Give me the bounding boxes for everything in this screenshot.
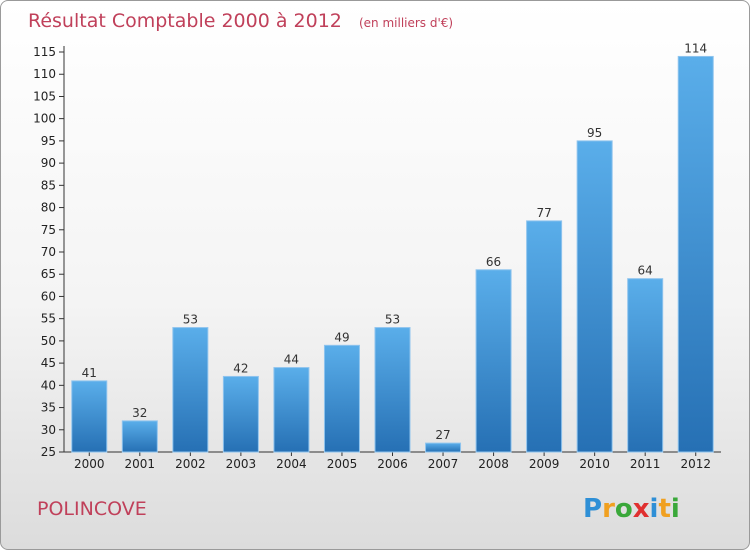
x-tick-label: 2003 (226, 457, 257, 471)
y-tick-label: 35 (41, 401, 56, 415)
y-tick-label: 45 (41, 356, 56, 370)
y-tick-label: 115 (33, 45, 56, 59)
x-tick-label: 2000 (74, 457, 105, 471)
y-tick-label: 105 (33, 89, 56, 103)
x-tick-label: 2002 (175, 457, 206, 471)
bar-value-label: 27 (435, 428, 450, 442)
proxiti-logo: Proxiti (583, 494, 680, 524)
bar-value-label: 42 (233, 361, 248, 375)
bar (222, 375, 259, 453)
y-tick-label: 40 (41, 378, 56, 392)
y-tick-label: 90 (41, 156, 56, 170)
y-tick-label: 110 (33, 67, 56, 81)
x-tick-label: 2005 (327, 457, 358, 471)
chart-title-sub: (en milliers d'€) (359, 16, 453, 30)
x-tick-label: 2006 (377, 457, 408, 471)
bar-value-label: 64 (638, 264, 653, 278)
x-tick-label: 2012 (680, 457, 711, 471)
logo-letter: i (650, 494, 659, 524)
bar (273, 367, 310, 453)
bar (71, 380, 108, 453)
bar (475, 269, 512, 453)
bar-value-label: 41 (82, 366, 97, 380)
bar (323, 344, 360, 453)
y-tick-label: 50 (41, 334, 56, 348)
axes: 25 30 35 40 45 50 55 60 65 70 75 80 85 90 95 100 105 110 1… (33, 45, 721, 471)
bar (677, 55, 714, 453)
bar-value-label: 53 (385, 313, 400, 327)
bar (576, 140, 613, 453)
x-tick-label: 2011 (630, 457, 661, 471)
x-tick-label: 2001 (125, 457, 156, 471)
x-tick-label: 2009 (529, 457, 560, 471)
x-tick-label: 2004 (276, 457, 307, 471)
y-tick-label: 65 (41, 267, 56, 281)
y-tick-label: 85 (41, 178, 56, 192)
y-tick-label: 55 (41, 312, 56, 326)
bar-value-label: 114 (684, 41, 707, 55)
bar-value-label: 44 (284, 353, 299, 367)
commune-name: POLINCOVE (37, 498, 147, 520)
y-tick-label: 70 (41, 245, 56, 259)
y-tick-label: 75 (41, 223, 56, 237)
bar-value-label: 32 (132, 406, 147, 420)
x-tick-label: 2010 (579, 457, 610, 471)
bar (374, 327, 411, 453)
x-tick-label: 2008 (478, 457, 509, 471)
logo-letter: t (658, 494, 670, 524)
logo-letter: i (671, 494, 680, 524)
bar-value-label: 49 (334, 330, 349, 344)
chart-title-main: Résultat Comptable 2000 à 2012 (28, 10, 342, 32)
logo-letter: o (615, 494, 633, 524)
y-tick-label: 95 (41, 134, 56, 148)
y-tick-label: 30 (41, 423, 56, 437)
bar-value-label: 66 (486, 255, 501, 269)
x-tick-label: 2007 (428, 457, 459, 471)
bar (627, 278, 664, 453)
bar (121, 420, 158, 453)
logo-letter: x (633, 494, 650, 524)
logo-letter: P (583, 494, 602, 524)
y-tick-label: 60 (41, 289, 56, 303)
logo-letter: r (602, 494, 615, 524)
y-tick-label: 80 (41, 201, 56, 215)
bar-value-label: 53 (183, 313, 198, 327)
bar-value-label: 77 (536, 206, 551, 220)
chart-title: Résultat Comptable 2000 à 2012 (en milli… (28, 10, 453, 32)
bar (526, 220, 563, 453)
bar (425, 442, 462, 453)
bar (172, 327, 209, 453)
y-tick-label: 100 (33, 112, 56, 126)
bar-value-label: 95 (587, 126, 602, 140)
y-tick-label: 25 (41, 445, 56, 459)
bars: 41 32 53 42 44 49 53 27 66 77 95 64 114 (71, 41, 714, 453)
